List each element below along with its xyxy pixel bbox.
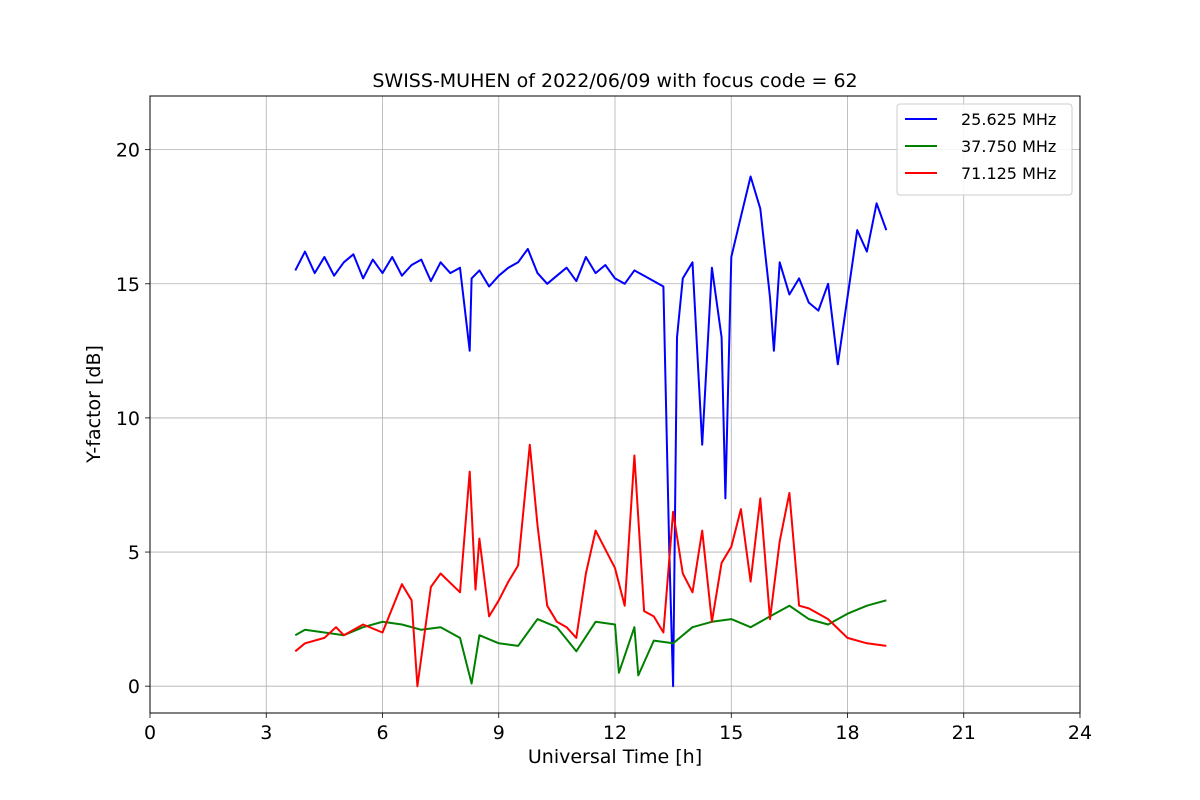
x-tick-label: 6 bbox=[376, 722, 388, 744]
x-tick-label: 15 bbox=[719, 722, 743, 744]
x-tick-label: 12 bbox=[603, 722, 627, 744]
x-axis-label: Universal Time [h] bbox=[528, 746, 702, 768]
legend: 25.625 MHz 37.750 MHz 71.125 MHz bbox=[896, 103, 1073, 196]
x-tick-label: 9 bbox=[493, 722, 505, 744]
ticks: 0 3 6 9 12 15 18 21 24 0 5 10 15 20 bbox=[116, 140, 1092, 744]
legend-box bbox=[896, 103, 1073, 196]
y-tick-label: 5 bbox=[128, 542, 140, 564]
series-line-1 bbox=[294, 599, 887, 685]
y-tick-label: 0 bbox=[128, 676, 140, 698]
y-tick-label: 10 bbox=[116, 408, 140, 430]
x-tick-label: 0 bbox=[144, 722, 156, 744]
y-tick-label: 20 bbox=[116, 140, 140, 162]
legend-label: 25.625 MHz bbox=[961, 110, 1056, 129]
y-axis-label: Y-factor [dB] bbox=[83, 345, 105, 464]
series-layer bbox=[294, 175, 888, 688]
legend-label: 71.125 MHz bbox=[961, 164, 1056, 183]
series-line-0 bbox=[294, 175, 888, 688]
x-tick-label: 21 bbox=[952, 722, 976, 744]
x-tick-label: 24 bbox=[1068, 722, 1092, 744]
y-tick-label: 15 bbox=[116, 274, 140, 296]
chart-title: SWISS-MUHEN of 2022/06/09 with focus cod… bbox=[372, 70, 857, 92]
x-tick-label: 18 bbox=[835, 722, 859, 744]
series-line-2 bbox=[294, 443, 887, 688]
legend-label: 37.750 MHz bbox=[961, 137, 1056, 156]
x-tick-label: 3 bbox=[260, 722, 272, 744]
